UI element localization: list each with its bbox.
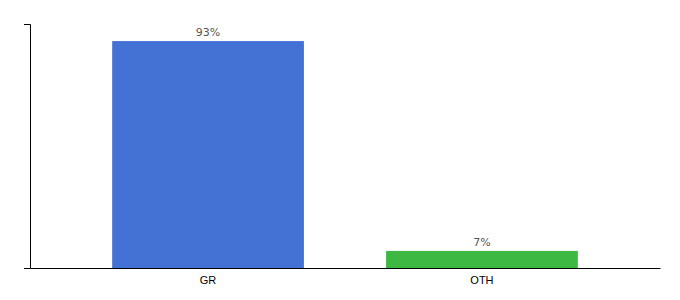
plot: 93% 7% GR OTH xyxy=(24,25,661,286)
x-tick-label: GR xyxy=(200,274,217,286)
x-axis-line xyxy=(31,268,661,269)
x-tick-label: OTH xyxy=(470,274,493,286)
x-tick: GR xyxy=(200,274,217,286)
bar xyxy=(386,251,578,268)
y-axis-line xyxy=(24,25,31,269)
data-label: 7% xyxy=(473,236,490,249)
data-label: 93% xyxy=(196,26,220,39)
data-labels: 93% 7% xyxy=(196,26,491,249)
x-axis: GR OTH xyxy=(31,269,661,286)
bar xyxy=(112,41,304,268)
chart: 93% 7% GR OTH xyxy=(0,0,680,300)
y-axis xyxy=(24,25,31,269)
bars xyxy=(112,41,578,268)
x-tick: OTH xyxy=(470,274,493,286)
